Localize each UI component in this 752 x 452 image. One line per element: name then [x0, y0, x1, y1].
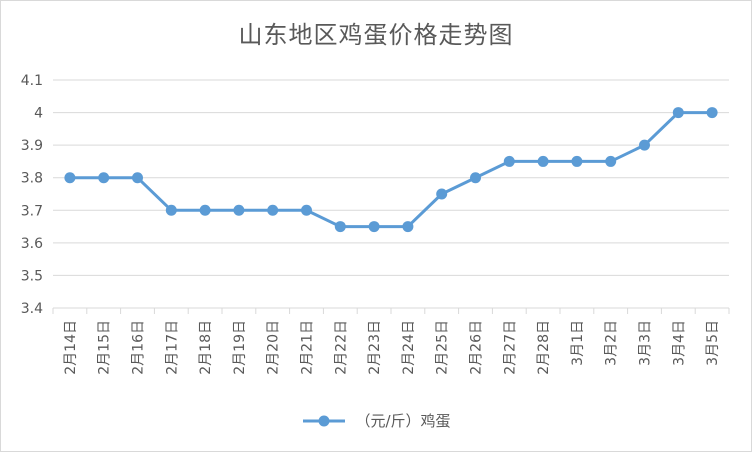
data-point — [132, 172, 143, 184]
data-point — [402, 221, 414, 233]
x-tick-label: 2月16日 — [131, 320, 147, 375]
legend: （元/斤）鸡蛋 — [1, 410, 751, 431]
data-point — [334, 221, 346, 233]
x-tick-label: 3月3日 — [638, 320, 654, 366]
x-axis: 2月14日 2月15日 2月16日 2月17日 2月18日 2月19日 2月20日 2月21日… — [52, 308, 730, 375]
data-point — [436, 188, 448, 200]
x-tick-label: 2月24日 — [401, 320, 417, 375]
x-tick-label: 2月22日 — [333, 320, 349, 375]
chart-title: 山东地区鸡蛋价格走势图 — [238, 21, 514, 49]
legend-label: （元/斤）鸡蛋 — [355, 412, 451, 430]
y-tick-label: 4.1 — [21, 73, 43, 89]
x-tick-label: 2月17日 — [164, 320, 180, 375]
y-tick-label: 3.9 — [21, 138, 43, 154]
x-tick-label: 2月28日 — [536, 320, 552, 375]
data-point — [98, 172, 110, 184]
data-point — [639, 139, 650, 151]
line-chart: 3.43.53.63.73.83.944.1 2月14日 2月15日 2月16日 2月… — [21, 73, 730, 375]
y-tick-label: 3.5 — [21, 268, 43, 284]
x-tick-label: 2月27日 — [502, 320, 518, 375]
series-line — [69, 111, 713, 229]
x-tick-label: 2月14日 — [63, 320, 79, 375]
data-point — [301, 204, 312, 216]
data-point — [267, 204, 279, 216]
x-tick-label: 3月5日 — [705, 320, 721, 366]
x-tick-label: 2月21日 — [300, 320, 316, 375]
x-tick-label: 2月23日 — [367, 320, 383, 375]
data-point — [165, 204, 177, 216]
y-tick-label: 3.7 — [21, 203, 43, 219]
x-tick-label: 2月19日 — [232, 320, 248, 375]
x-tick-label: 2月15日 — [97, 320, 113, 375]
y-tick-label: 4 — [34, 106, 43, 122]
y-axis-ticks: 3.4 3.5 3.6 3.7 3.8 3.9 4 4.1 — [21, 73, 43, 317]
data-point — [706, 107, 718, 119]
x-tick-label: 2月18日 — [198, 320, 214, 375]
data-point — [537, 155, 549, 167]
y-tick-label: 3.4 — [21, 301, 43, 317]
legend-swatch — [303, 415, 346, 426]
y-tick-label: 3.6 — [21, 236, 43, 252]
y-tick-label: 3.8 — [21, 171, 43, 187]
data-point — [199, 204, 211, 216]
x-tick-label: 3月2日 — [604, 320, 620, 366]
data-point — [503, 155, 515, 167]
x-tick-label: 3月4日 — [671, 320, 687, 366]
data-point — [672, 107, 684, 119]
data-point — [64, 172, 76, 184]
data-point — [571, 155, 583, 167]
x-tick-label: 2月26日 — [469, 320, 485, 375]
data-point — [368, 221, 380, 233]
x-tick-label: 2月20日 — [266, 320, 282, 375]
series-layer — [64, 107, 718, 233]
data-point — [605, 155, 617, 167]
data-point — [233, 204, 245, 216]
x-tick-label: 2月25日 — [435, 320, 451, 375]
x-tick-label: 3月1日 — [570, 320, 586, 366]
data-point — [470, 172, 481, 184]
grid-lines — [53, 79, 729, 309]
